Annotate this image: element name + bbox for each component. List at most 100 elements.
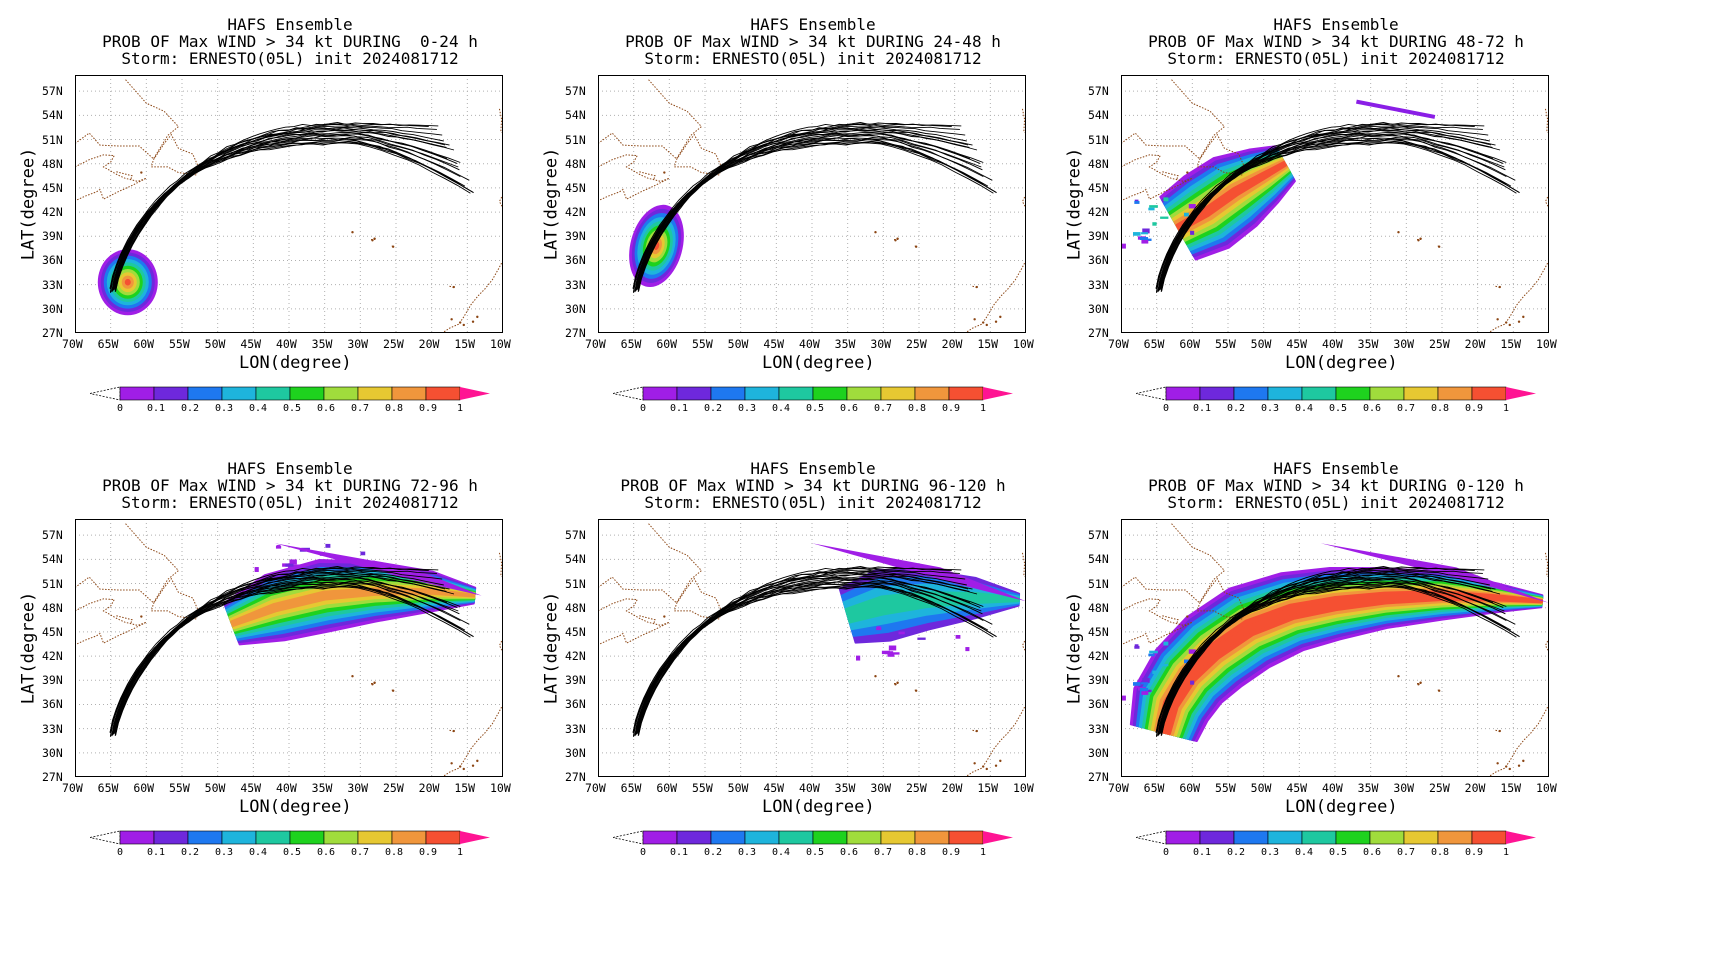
colorbar-tick-label: 0.1 <box>670 403 689 414</box>
map-plot <box>1121 519 1549 777</box>
prob-speckle <box>1139 687 1149 691</box>
colorbar-swatch <box>221 386 257 401</box>
coastline <box>673 133 722 176</box>
x-tick-label: 60W <box>133 337 155 351</box>
prob-speckle <box>955 635 961 639</box>
prob-speckle <box>1149 650 1158 654</box>
colorbar-tick-label: 0.6 <box>840 847 859 858</box>
colorbar-swatch <box>880 386 916 401</box>
prob-speckle <box>1144 689 1152 693</box>
island <box>914 245 918 248</box>
colorbar-tick-label: 0 <box>640 403 647 414</box>
island <box>1417 239 1420 242</box>
x-tick-label: 30W <box>870 781 892 795</box>
coastline <box>598 78 703 160</box>
prob-speckle <box>888 645 897 651</box>
y-tick-label: 42N <box>565 205 586 220</box>
y-tick-label: 42N <box>42 205 63 220</box>
prob-speckle <box>1184 212 1189 217</box>
island <box>391 689 395 692</box>
prob-speckle <box>1152 222 1157 226</box>
ensemble-track <box>112 140 474 292</box>
colorbar-under-triangle <box>1136 386 1167 401</box>
colorbar-swatch <box>812 830 848 845</box>
x-tick-label: 25W <box>1429 337 1450 351</box>
x-tick-label: 40W <box>799 781 820 795</box>
y-tick-label: 36N <box>42 697 63 712</box>
colorbar-tick-label: 0.2 <box>181 403 200 414</box>
x-tick-label: 50W <box>204 781 226 795</box>
y-tick-label: 51N <box>42 576 63 591</box>
prob-speckle <box>1132 682 1141 686</box>
y-tick-label: 57N <box>1088 84 1109 99</box>
x-tick-label: 65W <box>620 781 642 795</box>
prob-speckle <box>1144 238 1152 241</box>
island <box>373 237 376 240</box>
coastline <box>442 260 503 333</box>
y-tick-label: 54N <box>42 552 63 567</box>
island <box>985 767 988 771</box>
colorbar-tick-label: 0.2 <box>704 403 723 414</box>
x-tick-label: 25W <box>906 337 927 351</box>
x-tick-label: 25W <box>383 337 404 351</box>
x-tick-label: 30W <box>1393 781 1415 795</box>
ensemble-track <box>1160 125 1489 290</box>
ensemble-track <box>637 129 978 292</box>
ensemble-track <box>114 569 443 734</box>
prob-speckle <box>1160 216 1169 219</box>
map-panel-2: HAFS Ensemble PROB OF Max WIND > 34 kt DU… <box>523 0 1083 475</box>
x-tick-label: 55W <box>1215 781 1236 795</box>
x-tick-label: 70W <box>585 337 606 351</box>
island <box>975 285 978 289</box>
coastline <box>1196 133 1245 176</box>
island <box>1417 683 1420 686</box>
x-tick-label: 65W <box>1143 781 1165 795</box>
island <box>1496 318 1499 321</box>
prob-speckle <box>1121 243 1126 249</box>
x-tick-label: 30W <box>1393 337 1415 351</box>
y-tick-label: 57N <box>565 84 586 99</box>
colorbar-swatch <box>1437 830 1473 845</box>
prob-contour <box>1356 99 1436 119</box>
coastline <box>1196 577 1245 620</box>
x-tick-label: 20W <box>1464 337 1486 351</box>
ensemble-track <box>109 141 474 293</box>
colorbar-swatch <box>1233 830 1269 845</box>
ensemble-track <box>1160 586 1517 736</box>
colorbar-tick-label: 0.3 <box>738 403 757 414</box>
y-tick-label: 57N <box>1088 528 1109 543</box>
x-tick-label: 35W <box>834 781 856 795</box>
x-tick-label: 35W <box>1357 337 1379 351</box>
colorbar <box>1136 386 1536 401</box>
colorbar-tick-label: 0.6 <box>1363 847 1382 858</box>
coastline <box>639 171 656 180</box>
y-tick-label: 48N <box>565 156 586 171</box>
ensemble-track <box>1160 569 1489 734</box>
y-tick-label: 51N <box>565 132 586 147</box>
colorbar-swatch <box>187 386 223 401</box>
x-axis-label: LON(degree) <box>762 797 875 817</box>
colorbar-swatch <box>1301 830 1337 845</box>
island <box>450 318 453 321</box>
x-tick-label: 40W <box>276 781 297 795</box>
colorbar-swatch <box>710 386 746 401</box>
x-tick-label: 30W <box>870 337 892 351</box>
prob-speckle <box>965 647 970 652</box>
island <box>985 323 988 327</box>
y-tick-label: 42N <box>42 649 63 664</box>
y-axis-label: LAT(degree) <box>1064 591 1085 705</box>
colorbar <box>90 830 490 845</box>
x-tick-label: 55W <box>169 337 190 351</box>
colorbar-tick-label: 0.3 <box>1261 847 1280 858</box>
colorbar-under-triangle <box>613 830 644 845</box>
x-tick-label: 55W <box>169 781 190 795</box>
colorbar-tick-label: 0.1 <box>147 847 166 858</box>
island <box>973 318 976 321</box>
colorbar-tick-label: 0.7 <box>874 403 893 414</box>
prob-speckle <box>1121 695 1126 701</box>
prob-speckle <box>1142 228 1150 234</box>
island <box>1496 762 1499 765</box>
y-tick-label: 30N <box>1088 301 1109 316</box>
prob-speckle <box>360 551 366 556</box>
y-tick-label: 27N <box>1088 770 1109 784</box>
